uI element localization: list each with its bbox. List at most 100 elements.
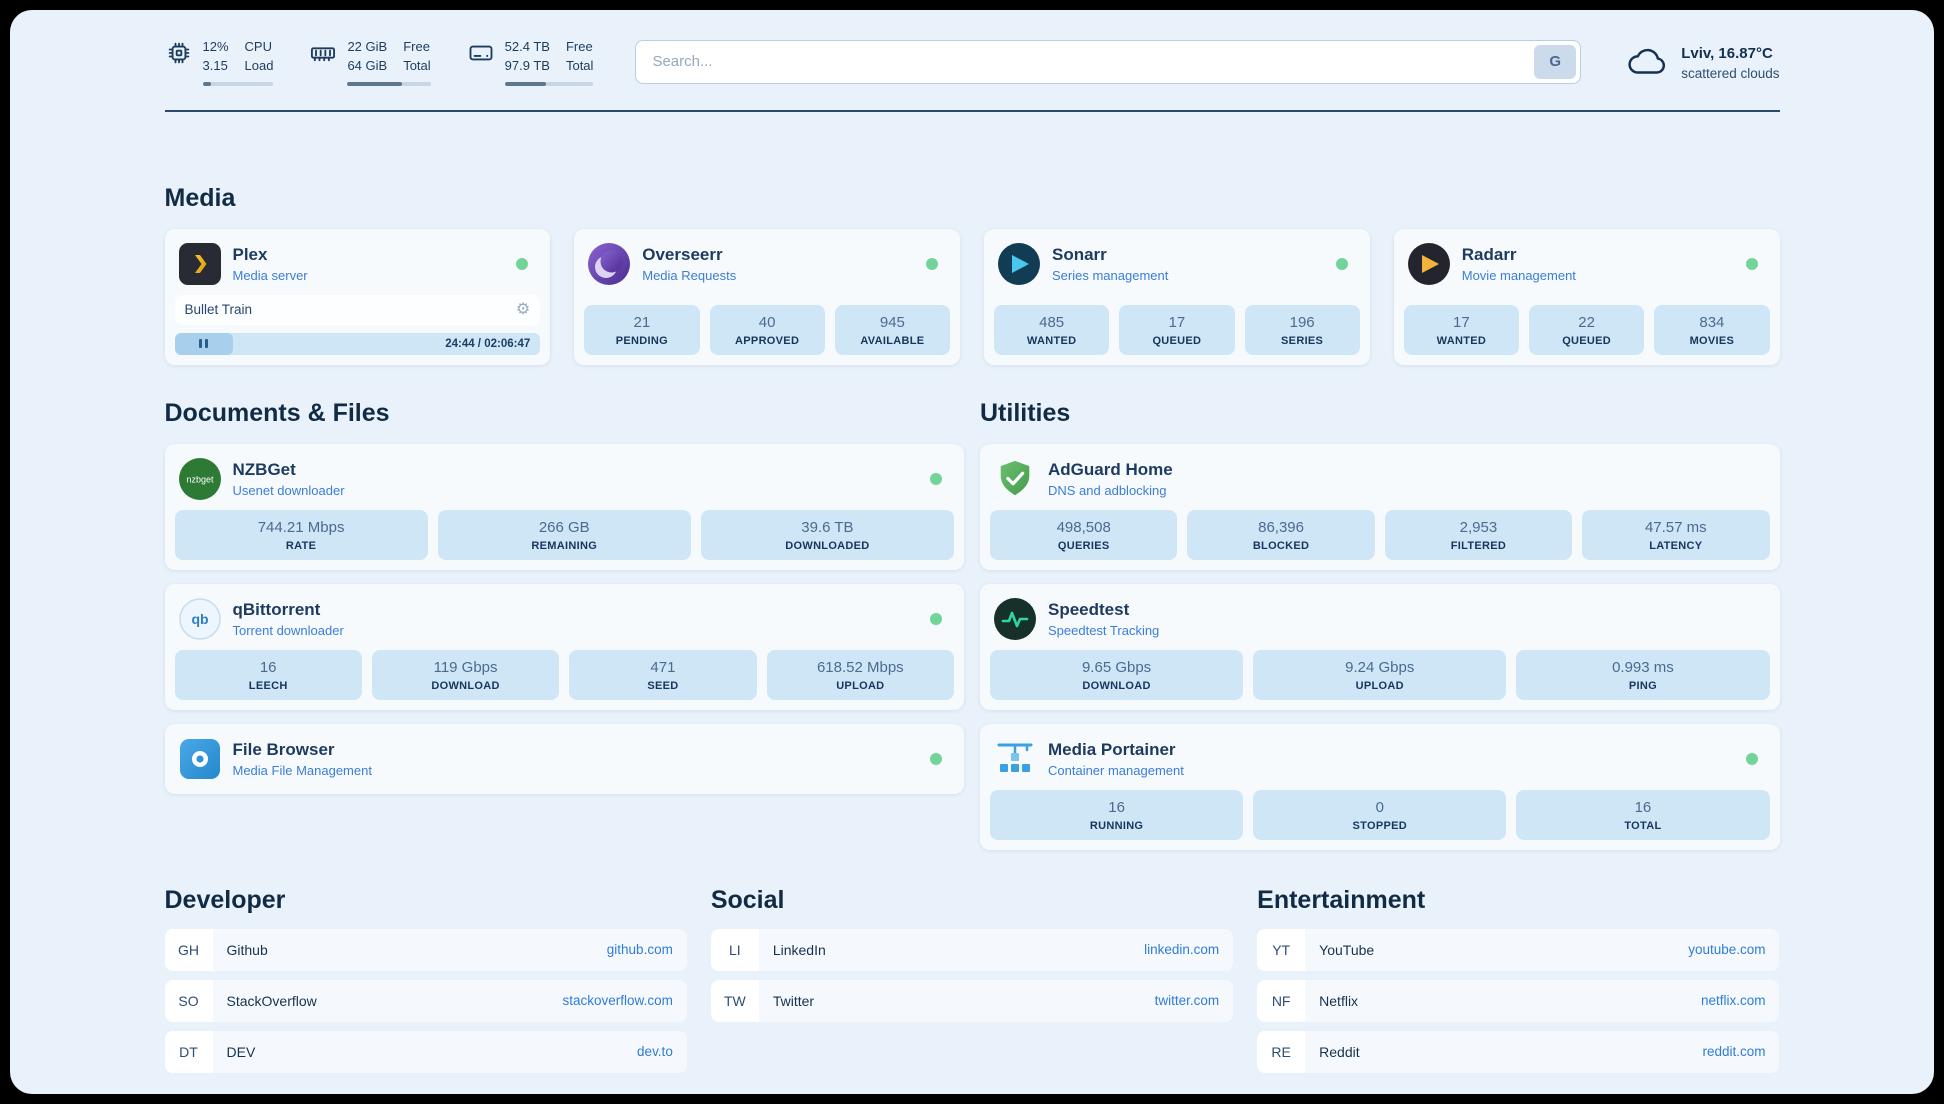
bookmark-github[interactable]: GH Github github.com (164, 928, 687, 971)
stats-row: 21 PENDING 40 APPROVED 945 AVAILABLE (584, 304, 950, 355)
service-subtitle: Media File Management (232, 762, 372, 778)
stat-label: LEECH (248, 679, 288, 692)
bookmark-name[interactable]: Reddit (1319, 1043, 1360, 1060)
service-name[interactable]: Overseerr (642, 244, 723, 264)
service-card-overseerr[interactable]: Overseerr Media Requests 21 PENDING 40 A… (574, 228, 960, 365)
stat-box: 485 WANTED (994, 304, 1110, 355)
card-header: Overseerr Media Requests (584, 239, 950, 295)
stat-value: 17 (1453, 313, 1470, 331)
bookmark-url[interactable]: stackoverflow.com (562, 993, 673, 1009)
bookmark-name[interactable]: StackOverflow (226, 992, 317, 1009)
card-header: Speedtest Speedtest Tracking (990, 594, 1770, 650)
stat-label: UPLOAD (1355, 679, 1404, 692)
service-name[interactable]: File Browser (232, 739, 335, 759)
bookmark-url[interactable]: youtube.com (1688, 942, 1766, 958)
bookmark-dev[interactable]: DT DEV dev.to (164, 1030, 687, 1073)
stats-row: 16 RUNNING 0 STOPPED 16 TOTAL (990, 789, 1770, 840)
search-provider-button[interactable]: G (1534, 44, 1577, 79)
service-card-filebrowser[interactable]: File Browser Media File Management (164, 723, 964, 794)
service-name[interactable]: Media Portainer (1048, 739, 1176, 759)
service-name[interactable]: Plex (232, 244, 268, 264)
bookmark-name[interactable]: YouTube (1319, 941, 1375, 958)
bookmark-name[interactable]: Twitter (772, 992, 815, 1009)
stat-box: 16 TOTAL (1516, 789, 1770, 840)
bookmark-name[interactable]: LinkedIn (772, 941, 826, 958)
qbittorrent-icon: qb (178, 597, 221, 640)
stat-value: 40 (758, 313, 776, 331)
status-dot (1335, 257, 1348, 270)
service-card-sonarr[interactable]: Sonarr Series management 485 WANTED 17 Q… (984, 228, 1370, 365)
service-name[interactable]: AdGuard Home (1048, 459, 1173, 479)
weather-widget: Lviv, 16.87°C scattered clouds (1627, 43, 1780, 81)
stat-label: FILTERED (1450, 539, 1507, 552)
stat-label: DOWNLOAD (1082, 679, 1151, 692)
service-card-speedtest[interactable]: Speedtest Speedtest Tracking 9.65 Gbps D… (980, 583, 1780, 710)
bookmark-abbr: YT (1257, 928, 1306, 971)
service-subtitle: Media server (232, 267, 308, 283)
weather-location: Lviv, 16.87°C (1681, 45, 1773, 63)
cpu-progress-track (202, 81, 274, 86)
stat-box: 119 Gbps DOWNLOAD (371, 649, 560, 700)
bookmark-abbr: RE (1257, 1030, 1306, 1073)
pause-button[interactable] (174, 332, 234, 355)
disk-label-2: Total (565, 57, 594, 73)
service-card-adguard[interactable]: AdGuard Home DNS and adblocking 498,508 … (980, 443, 1780, 570)
service-name[interactable]: qBittorrent (232, 599, 321, 619)
service-card-nzbget[interactable]: nzbget NZBGet Usenet downloader 74 (164, 443, 964, 570)
service-name[interactable]: Sonarr (1052, 244, 1107, 264)
bookmark-group-title: Entertainment (1257, 885, 1426, 914)
service-name[interactable]: Speedtest (1048, 599, 1130, 619)
bookmark-stackoverflow[interactable]: SO StackOverflow stackoverflow.com (164, 979, 687, 1022)
cpu-progress-fill (202, 81, 211, 86)
service-subtitle: Movie management (1461, 267, 1576, 283)
bookmark-url[interactable]: twitter.com (1154, 993, 1220, 1009)
stat-box: 9.24 Gbps UPLOAD (1253, 649, 1507, 700)
playback-progress-bar[interactable]: 24:44 / 02:06:47 (174, 332, 541, 355)
bookmark-url[interactable]: github.com (606, 942, 673, 958)
dashboard-page: 12% 3.15 CPU Load (10, 10, 1934, 1094)
bookmark-name[interactable]: DEV (226, 1043, 256, 1060)
stat-value: 485 (1039, 313, 1065, 331)
service-subtitle: Container management (1048, 762, 1184, 778)
bookmark-linkedin[interactable]: LI LinkedIn linkedin.com (710, 928, 1234, 971)
playback-time: 24:44 / 02:06:47 (445, 337, 531, 350)
disk-label-1: Free (565, 39, 593, 54)
bookmark-name[interactable]: Github (226, 941, 268, 958)
now-playing-title: Bullet Train (184, 302, 253, 318)
stats-row: 9.65 Gbps DOWNLOAD 9.24 Gbps UPLOAD 0.99… (990, 649, 1770, 700)
gear-icon[interactable]: ⚙ (515, 300, 531, 318)
bookmark-reddit[interactable]: RE Reddit reddit.com (1257, 1030, 1780, 1073)
service-subtitle: Usenet downloader (232, 482, 345, 498)
service-name[interactable]: Radarr (1461, 244, 1517, 264)
bookmark-abbr: NF (1257, 979, 1306, 1022)
bookmark-twitter[interactable]: TW Twitter twitter.com (710, 979, 1234, 1022)
radarr-icon (1407, 242, 1450, 285)
service-card-qbittorrent[interactable]: qb qBittorrent Torrent downloader (164, 583, 964, 710)
memory-total-value: 64 GiB (347, 57, 388, 73)
bookmark-group-title: Social (710, 885, 785, 914)
search-input[interactable] (635, 39, 1582, 84)
bookmark-url[interactable]: dev.to (637, 1044, 673, 1060)
stats-row: 485 WANTED 17 QUEUED 196 SERIES (994, 304, 1360, 355)
bookmark-netflix[interactable]: NF Netflix netflix.com (1257, 979, 1780, 1022)
stat-label: MOVIES (1689, 334, 1735, 347)
memory-progress-fill (347, 81, 403, 86)
stat-label: SERIES (1281, 334, 1324, 347)
pause-icon (199, 339, 203, 349)
service-card-portainer[interactable]: Media Portainer Container management 16 … (980, 723, 1780, 850)
bookmark-url[interactable]: reddit.com (1702, 1044, 1766, 1060)
bookmark-url[interactable]: linkedin.com (1144, 942, 1220, 958)
cpu-label-1: CPU (244, 39, 272, 54)
speedtest-icon (994, 597, 1036, 640)
bookmark-abbr: DT (164, 1030, 213, 1073)
overseerr-icon (588, 242, 631, 285)
bookmark-youtube[interactable]: YT YouTube youtube.com (1257, 928, 1780, 971)
bookmark-url[interactable]: netflix.com (1700, 993, 1766, 1009)
service-name[interactable]: NZBGet (232, 459, 296, 479)
service-card-plex[interactable]: Plex Media server Bullet Train ⚙ 24:44 (164, 228, 551, 365)
card-header: AdGuard Home DNS and adblocking (990, 454, 1770, 510)
bookmark-name[interactable]: Netflix (1319, 992, 1359, 1009)
service-card-radarr[interactable]: Radarr Movie management 17 WANTED 22 QUE… (1393, 228, 1780, 365)
stat-label: TOTAL (1624, 819, 1662, 832)
stat-box: 498,508 QUERIES (990, 509, 1178, 560)
